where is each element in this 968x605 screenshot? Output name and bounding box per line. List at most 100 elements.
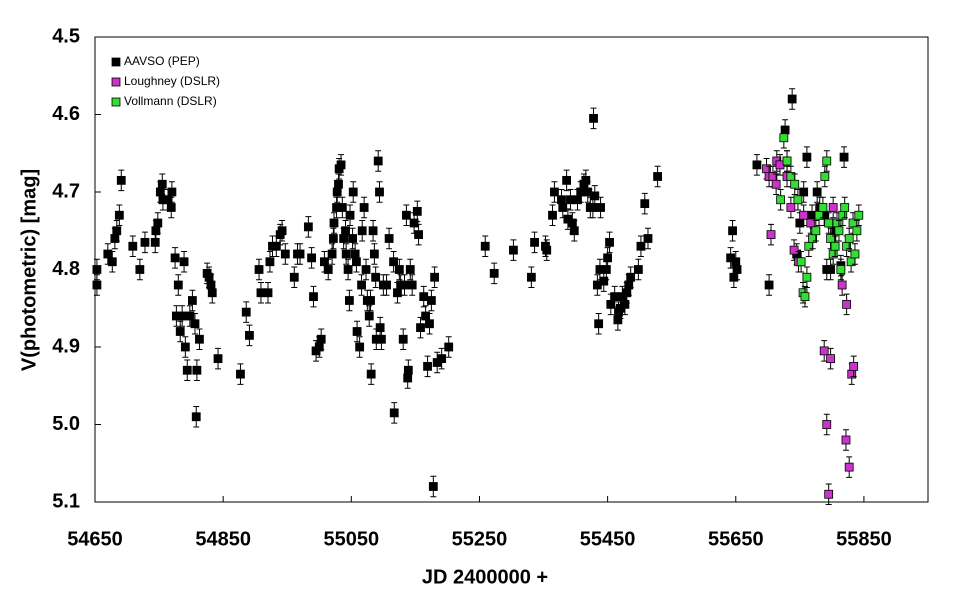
data-point — [799, 210, 809, 220]
legend-swatch — [111, 57, 121, 67]
data-point — [594, 319, 604, 329]
data-point — [796, 257, 806, 267]
data-point — [728, 226, 737, 236]
data-point — [732, 265, 742, 274]
data-point — [550, 187, 559, 197]
data-point — [826, 354, 836, 364]
data-point — [213, 354, 223, 364]
data-point — [289, 272, 299, 282]
data-point — [359, 203, 369, 212]
data-point — [789, 245, 799, 255]
data-point — [824, 489, 834, 499]
data-point — [334, 179, 343, 189]
data-point — [92, 265, 102, 274]
y-tick-label: 4.5 — [52, 25, 80, 47]
data-point — [562, 175, 572, 185]
data-point — [375, 323, 385, 333]
data-point — [328, 234, 338, 243]
data-point — [182, 365, 192, 375]
data-point — [542, 245, 552, 255]
data-point — [271, 241, 281, 251]
data-point — [610, 292, 620, 302]
data-point — [596, 203, 605, 212]
data-point — [341, 226, 350, 236]
data-point — [603, 253, 613, 263]
data-point — [180, 342, 190, 352]
data-point — [153, 218, 163, 228]
data-point — [416, 323, 425, 333]
data-point — [822, 156, 832, 166]
data-point — [841, 435, 851, 445]
data-point — [842, 299, 852, 309]
data-point — [824, 218, 834, 228]
data-point — [811, 226, 821, 236]
y-tick-label: 4.8 — [52, 258, 80, 280]
data-point — [191, 412, 201, 422]
data-point — [790, 179, 800, 189]
data-point — [361, 265, 371, 274]
data-point — [854, 210, 864, 220]
x-tick-label: 55450 — [580, 528, 636, 550]
data-point — [836, 265, 846, 274]
y-tick-label: 4.6 — [52, 103, 80, 125]
data-point — [398, 334, 408, 344]
plot-frame — [94, 36, 929, 503]
legend-label: AAVSO (PEP) — [124, 54, 200, 68]
data-point — [830, 241, 840, 251]
data-point — [430, 272, 440, 282]
data-point — [423, 361, 432, 371]
x-tick-label: 54850 — [195, 528, 251, 550]
data-point — [400, 280, 409, 290]
data-point — [280, 249, 290, 259]
data-point — [348, 234, 357, 243]
data-point — [357, 280, 366, 290]
data-point — [157, 179, 167, 189]
data-point — [173, 280, 183, 290]
data-point — [167, 187, 177, 197]
x-tick-label: 54650 — [67, 528, 123, 550]
data-point — [336, 160, 346, 170]
legend-label: Loughney (DSLR) — [124, 74, 220, 88]
data-point — [793, 195, 803, 205]
legend-swatch — [111, 97, 121, 107]
x-tick-label: 55850 — [836, 528, 892, 550]
data-point — [779, 133, 789, 143]
data-point — [179, 257, 189, 267]
data-point — [195, 334, 204, 344]
y-tick-label: 4.7 — [52, 180, 80, 202]
data-point — [343, 265, 353, 274]
data-point — [92, 280, 102, 290]
data-point — [412, 206, 422, 216]
data-point — [140, 237, 150, 247]
data-point — [752, 160, 762, 170]
data-point — [407, 280, 417, 290]
data-point — [828, 203, 838, 212]
data-point — [840, 203, 850, 212]
y-tick-label: 4.9 — [52, 335, 80, 357]
data-point — [437, 354, 447, 364]
data-point — [626, 272, 636, 282]
data-point — [640, 199, 650, 209]
data-point — [402, 210, 411, 220]
data-point — [348, 187, 358, 197]
data-point — [190, 319, 200, 329]
data-point — [185, 311, 195, 321]
data-point — [382, 280, 391, 290]
data-point — [776, 195, 786, 205]
data-point — [389, 257, 398, 267]
data-point — [844, 462, 854, 472]
data-point — [837, 280, 847, 290]
data-point — [277, 226, 287, 236]
data-point — [601, 265, 611, 274]
data-point — [787, 94, 797, 104]
data-point — [444, 342, 454, 352]
data-point — [818, 203, 828, 212]
x-tick-label: 55050 — [323, 528, 379, 550]
data-point — [509, 245, 518, 255]
data-point — [236, 369, 245, 379]
data-point — [766, 230, 776, 240]
data-point — [366, 369, 376, 379]
data-point — [826, 265, 836, 274]
data-point — [812, 187, 822, 197]
data-point — [369, 249, 379, 259]
